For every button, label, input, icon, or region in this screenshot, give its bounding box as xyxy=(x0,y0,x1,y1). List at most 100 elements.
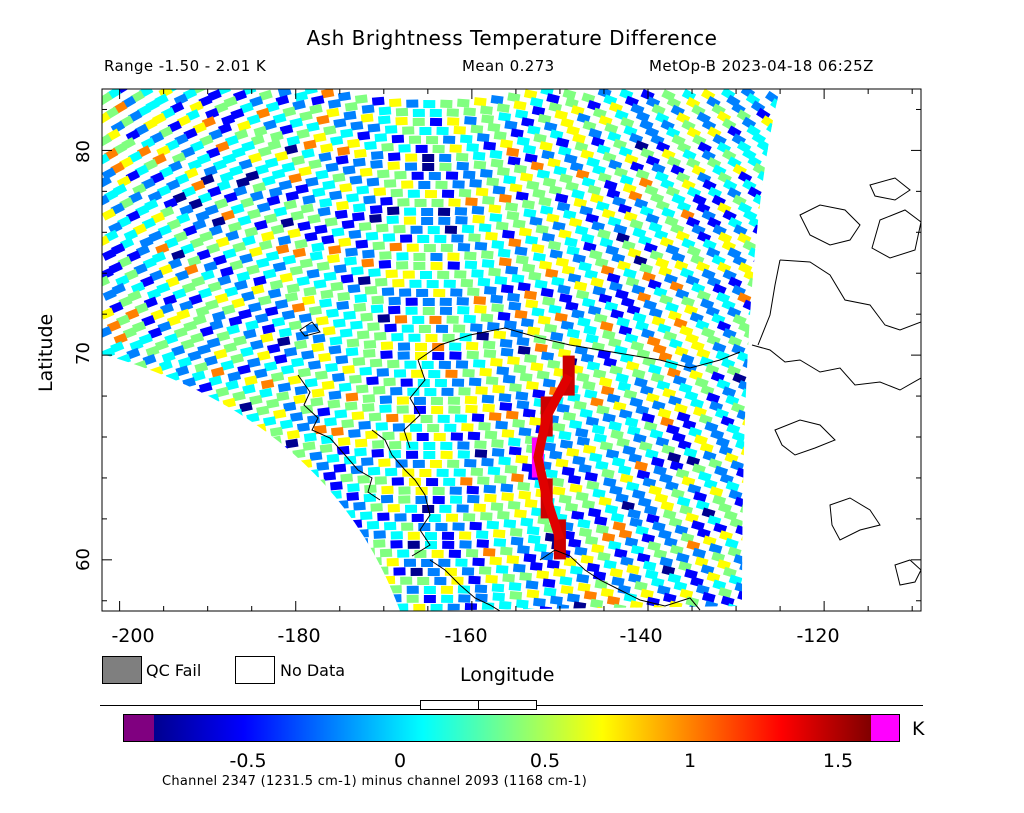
swath-cell xyxy=(173,93,189,106)
swath-cell xyxy=(190,332,205,344)
swath-cell xyxy=(743,598,757,610)
swath-cell xyxy=(624,537,639,548)
swath-cell xyxy=(525,380,539,391)
swath-cell xyxy=(749,548,764,561)
swath-cell xyxy=(228,463,242,475)
swath-cell xyxy=(177,356,192,368)
swath-cell xyxy=(460,477,473,486)
y-axis-label: Latitude xyxy=(35,313,57,392)
swath-cell xyxy=(652,343,667,355)
swath-cell xyxy=(298,313,312,323)
swath-cell xyxy=(185,109,201,122)
swath-cell xyxy=(426,280,439,289)
swath-cell xyxy=(395,116,408,126)
swath-cell xyxy=(429,117,443,127)
swath-cell xyxy=(237,364,251,375)
swath-cell xyxy=(542,296,556,307)
swath-cell xyxy=(457,242,471,252)
swath-cell xyxy=(769,366,780,379)
swath-cell xyxy=(249,95,264,108)
swath-cell xyxy=(212,404,227,416)
swath-cell xyxy=(157,566,172,578)
swath-cell xyxy=(533,133,547,144)
swath-cell xyxy=(449,486,462,495)
swath-cell xyxy=(349,175,363,185)
swath-cell xyxy=(446,315,459,324)
swath-cell xyxy=(586,480,600,491)
colorbar-tick-0_5: 0.5 xyxy=(529,750,561,772)
swath-cell xyxy=(160,205,175,218)
swath-cell xyxy=(379,548,393,558)
swath-cell xyxy=(741,532,755,544)
swath-cell xyxy=(572,132,586,144)
swath-cell xyxy=(757,468,772,481)
swath-cell xyxy=(126,250,141,263)
swath-cell xyxy=(184,167,199,180)
swath-cell xyxy=(509,527,523,537)
swath-cell xyxy=(311,95,325,106)
swath-cell xyxy=(289,117,304,129)
swath-cell xyxy=(728,276,743,289)
swath-cell xyxy=(603,179,618,191)
swath-cell xyxy=(191,275,206,288)
swath-cell xyxy=(490,357,503,367)
swath-cell xyxy=(471,205,485,215)
swath-cell xyxy=(750,433,766,445)
swath-cell xyxy=(384,521,397,531)
swath-cell xyxy=(559,293,573,304)
swath-cell xyxy=(313,479,326,489)
colorbar-slider[interactable] xyxy=(420,700,537,710)
swath-cell xyxy=(358,420,371,430)
swath-cell xyxy=(648,485,663,496)
swath-cell xyxy=(133,263,148,276)
swath-cell xyxy=(560,585,574,595)
swath-cell xyxy=(375,422,389,431)
swath-cell xyxy=(491,239,505,250)
swath-cell xyxy=(224,134,239,147)
swath-cell xyxy=(106,417,121,429)
swath-cell xyxy=(381,485,394,495)
swath-cell xyxy=(172,191,187,204)
swath-cell xyxy=(196,153,211,165)
swath-cell xyxy=(509,383,522,393)
swath-cell xyxy=(408,135,422,144)
swath-cell xyxy=(620,116,635,129)
swath-cell xyxy=(781,595,795,607)
swath-cell xyxy=(548,102,563,113)
swath-cell xyxy=(440,441,453,451)
swath-cell xyxy=(140,467,155,479)
swath-cell xyxy=(592,570,607,581)
swath-cell xyxy=(421,217,434,226)
swath-cell xyxy=(282,106,297,118)
swath-cell xyxy=(615,289,629,301)
swath-cell xyxy=(201,513,216,524)
swath-cell xyxy=(724,537,739,550)
swath-cell xyxy=(258,589,272,600)
swath-cell xyxy=(404,207,417,216)
swath-cell xyxy=(263,562,277,573)
swath-cell xyxy=(127,289,142,302)
swath-cell xyxy=(120,237,135,250)
swath-cell xyxy=(412,108,425,117)
swath-cell xyxy=(405,297,418,306)
swath-cell xyxy=(324,417,337,427)
swath-cell xyxy=(181,185,196,198)
swath-cell xyxy=(767,153,780,168)
swath-cell xyxy=(486,321,500,331)
swath-cell xyxy=(441,387,454,397)
swath-cell xyxy=(195,455,209,467)
swath-cell xyxy=(218,517,233,528)
coastlines xyxy=(297,177,921,611)
swath-cell xyxy=(433,288,446,298)
swath-cell xyxy=(125,500,140,512)
swath-cell xyxy=(552,486,566,496)
swath-cell xyxy=(403,613,415,621)
swath-cell xyxy=(611,252,626,264)
swath-cell xyxy=(621,500,635,512)
swath-cell xyxy=(453,468,466,477)
swath-cell xyxy=(441,189,455,199)
swath-cell xyxy=(188,593,202,604)
swath-cell xyxy=(316,261,330,272)
swath-cell xyxy=(330,135,344,146)
swath-cell xyxy=(548,304,562,315)
